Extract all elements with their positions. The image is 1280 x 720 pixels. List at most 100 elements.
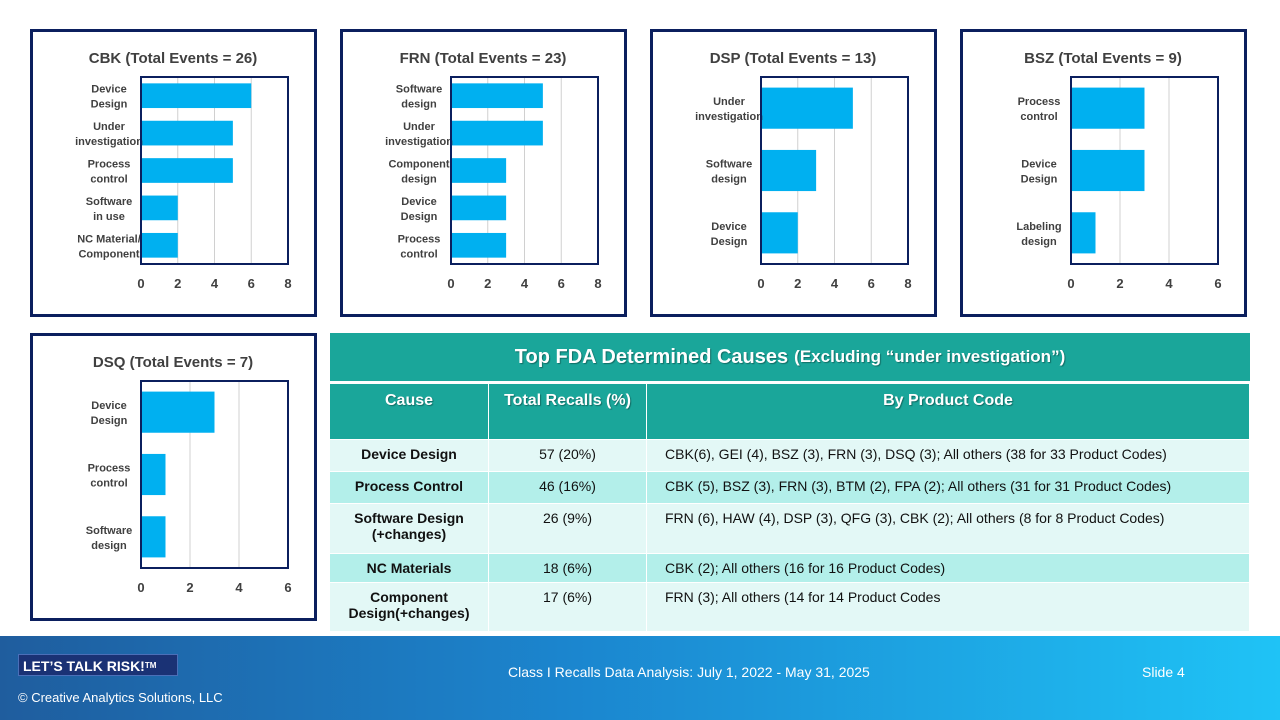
bar — [1071, 149, 1145, 192]
chart-title: DSP (Total Events = 13) — [710, 50, 877, 67]
product-cell: CBK (2); All others (16 for 16 Product C… — [646, 553, 1250, 583]
bar — [141, 195, 178, 221]
category-label: Process control — [88, 463, 131, 490]
x-tick-label: 6 — [248, 276, 255, 291]
x-tick-label: 2 — [1116, 276, 1123, 291]
plot-frame — [140, 380, 289, 569]
x-tick-label: 4 — [521, 276, 529, 291]
table-title-main: Top FDA Determined Causes — [514, 345, 789, 368]
category-label: Under investigation — [695, 96, 763, 123]
chart-title: DSQ (Total Events = 7) — [93, 354, 253, 371]
table-row: Software Design (+changes) 26 (9%) FRN (… — [330, 503, 1250, 554]
chart-title: FRN (Total Events = 23) — [400, 50, 567, 67]
category-label: Software design — [396, 84, 442, 111]
cause-cell: Device Design — [330, 439, 489, 472]
cause-cell: NC Materials — [330, 553, 489, 583]
category-label: Software design — [706, 159, 752, 186]
x-tick-label: 8 — [594, 276, 601, 291]
slide-number: Slide 4 — [1142, 664, 1185, 680]
x-tick-label: 0 — [447, 276, 454, 291]
bar — [451, 120, 543, 146]
bar — [451, 195, 507, 221]
plot-frame — [140, 76, 289, 265]
x-tick-label: 2 — [174, 276, 181, 291]
copyright-text: © Creative Analytics Solutions, LLC — [18, 690, 223, 705]
bar — [141, 120, 233, 146]
x-tick-label: 8 — [904, 276, 911, 291]
x-tick-label: 8 — [284, 276, 291, 291]
bar — [761, 87, 853, 129]
x-tick-label: 4 — [235, 580, 243, 595]
bar — [451, 232, 507, 258]
footer-bar: LET’S TALK RISK!TM © Creative Analytics … — [0, 636, 1280, 720]
footer-title: Class I Recalls Data Analysis: July 1, 2… — [508, 664, 870, 680]
logo-text: LET’S TALK RISK! — [23, 658, 145, 674]
bar — [451, 83, 543, 109]
chart-panel-bsz: BSZ (Total Events = 9) 0 2 4 6 Process control… — [960, 29, 1247, 317]
bar — [141, 83, 252, 109]
product-cell: CBK (5), BSZ (3), FRN (3), BTM (2), FPA … — [646, 471, 1250, 504]
category-label: Under investigation — [385, 121, 453, 148]
x-tick-label: 6 — [284, 580, 291, 595]
plot-frame — [1070, 76, 1219, 265]
category-label: Device Design — [401, 196, 438, 223]
causes-table: Top FDA Determined Causes (Excluding “un… — [330, 333, 1250, 631]
bsz-bar-chart: BSZ (Total Events = 9) 0 2 4 6 Process control… — [1016, 50, 1221, 291]
plot-frame — [450, 76, 599, 265]
x-tick-label: 0 — [137, 580, 144, 595]
category-label: Device Design — [91, 84, 128, 111]
lets-talk-risk-logo: LET’S TALK RISK!TM — [18, 654, 178, 676]
product-cell: FRN (6), HAW (4), DSP (3), QFG (3), CBK … — [646, 503, 1250, 554]
bar — [1071, 87, 1145, 129]
cause-cell: Component Design(+changes) — [330, 582, 489, 631]
category-label: Component design — [388, 159, 449, 186]
x-tick-label: 0 — [137, 276, 144, 291]
chart-panel-frn: FRN (Total Events = 23) 0 2 4 6 8 Software desi… — [340, 29, 627, 317]
causes-grid: Cause Total Recalls (%) By Product Code … — [330, 381, 1250, 631]
bar — [761, 212, 798, 254]
category-label: Process control — [88, 159, 131, 186]
bar — [141, 453, 166, 496]
table-title: Top FDA Determined Causes (Excluding “un… — [330, 333, 1250, 381]
category-label: Software in use — [86, 196, 132, 223]
table-row: Device Design 57 (20%) CBK(6), GEI (4), … — [330, 439, 1250, 472]
category-label: Labeling design — [1016, 221, 1061, 248]
x-tick-label: 6 — [1214, 276, 1221, 291]
total-cell: 26 (9%) — [488, 503, 647, 554]
category-label: Software design — [86, 525, 132, 552]
table-row: NC Materials 18 (6%) CBK (2); All others… — [330, 553, 1250, 583]
table-title-subtitle: (Excluding “under investigation”) — [794, 347, 1066, 366]
product-cell: CBK(6), GEI (4), BSZ (3), FRN (3), DSQ (… — [646, 439, 1250, 472]
table-row: Component Design(+changes) 17 (6%) FRN (… — [330, 582, 1250, 631]
bar — [141, 232, 178, 258]
chart-panel-cbk: CBK (Total Events = 26) 0 2 4 6 8 Device Design… — [30, 29, 317, 317]
logo-trademark: TM — [144, 661, 157, 670]
x-tick-label: 4 — [831, 276, 839, 291]
dsp-bar-chart: DSP (Total Events = 13) 0 2 4 6 8 Under investi… — [695, 50, 912, 291]
x-tick-label: 4 — [211, 276, 219, 291]
header-total-recalls: Total Recalls (%) — [488, 381, 647, 440]
category-label: NC Material/Component — [77, 233, 141, 260]
header-cause: Cause — [330, 381, 489, 440]
category-label: Under investigation — [75, 121, 143, 148]
chart-panel-dsp: DSP (Total Events = 13) 0 2 4 6 8 Under investi… — [650, 29, 937, 317]
cause-cell: Process Control — [330, 471, 489, 504]
category-label: Process control — [1018, 96, 1061, 123]
x-tick-label: 2 — [794, 276, 801, 291]
category-label: Device Design — [91, 400, 128, 427]
bar — [141, 391, 215, 433]
x-tick-label: 6 — [558, 276, 565, 291]
plot-frame — [760, 76, 909, 265]
x-tick-label: 6 — [868, 276, 875, 291]
category-label: Device Design — [1021, 159, 1058, 186]
x-tick-label: 0 — [757, 276, 764, 291]
chart-title: CBK (Total Events = 26) — [89, 50, 258, 67]
category-label: Process control — [398, 233, 441, 260]
bar — [761, 149, 817, 192]
total-cell: 17 (6%) — [488, 582, 647, 631]
bar — [141, 516, 166, 558]
bar — [141, 158, 233, 183]
total-cell: 18 (6%) — [488, 553, 647, 583]
frn-bar-chart: FRN (Total Events = 23) 0 2 4 6 8 Software desi… — [385, 50, 602, 291]
x-tick-label: 4 — [1165, 276, 1173, 291]
